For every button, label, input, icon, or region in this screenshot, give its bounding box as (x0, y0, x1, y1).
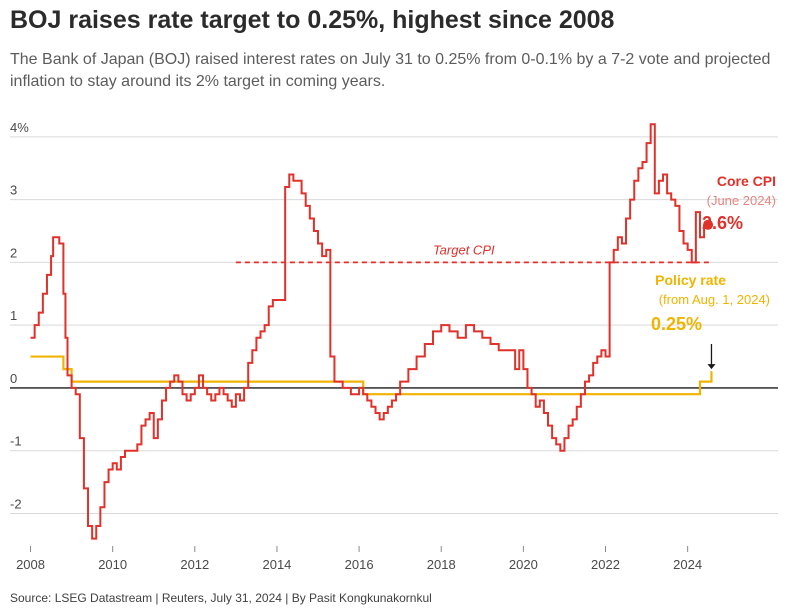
series-core-cpi-line (30, 123, 706, 540)
y-tick-label: -2 (10, 496, 22, 511)
series-policy-rate-line (30, 355, 713, 396)
target-cpi-label: Target CPI (433, 242, 495, 257)
x-tick-label: 2012 (180, 557, 209, 572)
x-axis-ticks: 2008 2010 2012 2014 2016 2018 2020 2022 2024 (16, 546, 702, 572)
x-tick-label: 2016 (345, 557, 374, 572)
legend-core-cpi-note: (June 2024) (707, 193, 776, 208)
gridlines (10, 136, 778, 514)
chart-title: BOJ raises rate target to 0.25%, highest… (10, 6, 615, 34)
source-note: Source: LSEG Datastream | Reuters, July … (10, 591, 432, 605)
core-cpi-latest-label: 2.6% (702, 213, 743, 233)
y-tick-label: 1 (10, 308, 17, 323)
legend-policy-rate-note: (from Aug. 1, 2024) (659, 292, 770, 307)
x-tick-label: 2010 (98, 557, 127, 572)
x-tick-label: 2020 (509, 557, 538, 572)
y-tick-label: 2 (10, 245, 17, 260)
y-axis-ticks: 4% 3 2 1 0 -1 -2 (10, 120, 29, 512)
x-tick-label: 2014 (262, 557, 291, 572)
y-tick-label: 0 (10, 371, 17, 386)
x-tick-label: 2024 (673, 557, 702, 572)
y-tick-label: 3 (10, 183, 17, 198)
x-tick-label: 2022 (591, 557, 620, 572)
policy-rate-latest-label: 0.25% (651, 314, 702, 334)
y-tick-label: 4% (10, 120, 29, 135)
x-tick-label: 2018 (427, 557, 456, 572)
policy-rate-arrow-head (707, 364, 716, 370)
x-tick-label: 2008 (16, 557, 45, 572)
y-tick-label: -1 (10, 434, 22, 449)
legend-core-cpi-name: Core CPI (717, 173, 776, 189)
legend-policy-rate-name: Policy rate (655, 272, 726, 288)
chart-subtitle: The Bank of Japan (BOJ) raised interest … (10, 51, 771, 90)
core-cpi-latest-point (703, 219, 714, 230)
